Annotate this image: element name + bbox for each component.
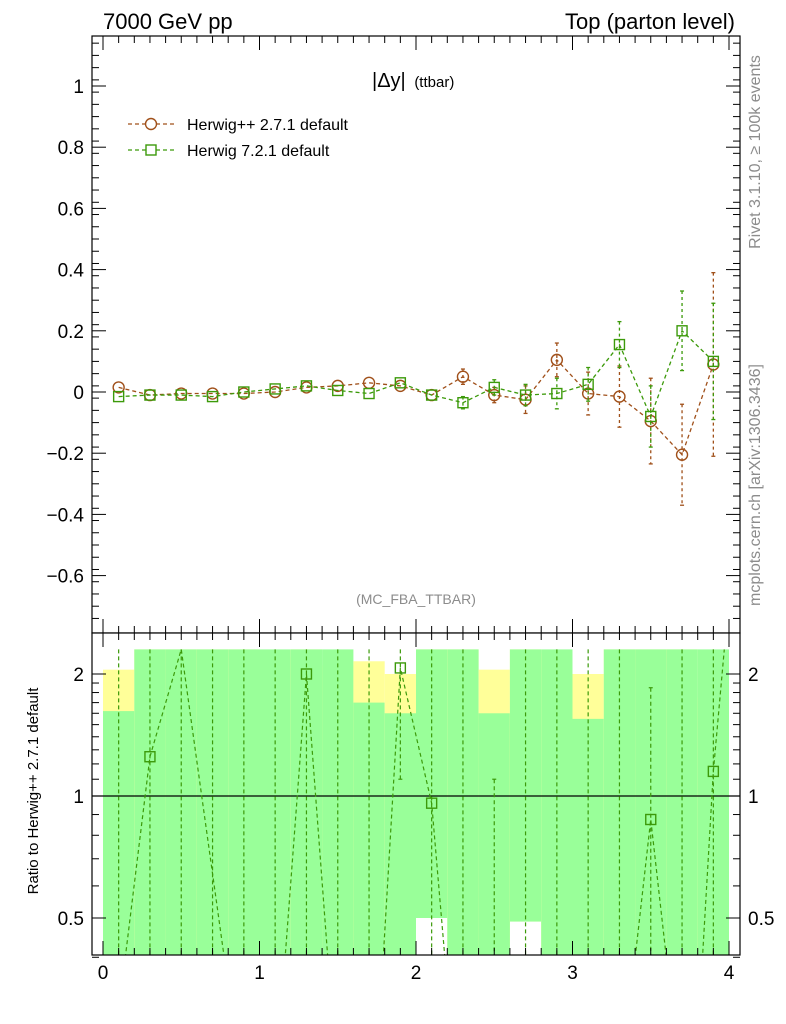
data-point-square — [707, 355, 720, 368]
data-point-square — [551, 387, 563, 400]
data-point-square — [582, 378, 594, 391]
data-point-square — [300, 380, 313, 392]
x-tick-label: 4 — [724, 963, 735, 984]
legend-label-herwigpp: Herwig++ 2.7.1 default — [187, 117, 349, 134]
y-tick-label: 0.6 — [58, 199, 84, 220]
legend-entry-herwigpp: Herwig++ 2.7.1 default — [128, 117, 349, 134]
data-point-square — [394, 377, 407, 389]
y-tick-label: 1 — [73, 77, 84, 98]
band-green — [353, 702, 385, 955]
ratio-ylabel: Ratio to Herwig++ 2.7.1 default — [25, 687, 42, 895]
ratio-uncertainty-bands — [92, 633, 740, 955]
data-point-circle — [613, 390, 626, 403]
data-point-circle — [112, 381, 125, 394]
y-tick-label: 0 — [73, 383, 84, 404]
ratio-y-tick-label-right: 1 — [748, 787, 759, 808]
ratio-y-tick-label-right: 0.5 — [748, 909, 774, 930]
data-point-square — [676, 325, 688, 337]
legend-entry-herwig7: Herwig 7.2.1 default — [128, 143, 330, 160]
y-tick-label: −0.4 — [46, 505, 84, 526]
rivet-label: Rivet 3.1.10, ≥ 100k events — [747, 55, 764, 249]
data-point-circle — [456, 370, 470, 383]
data-point-square — [238, 386, 250, 398]
ratio-panel: 0.5 0.5 1 1 2 2 0 1 2 3 4 Ratio to Herwig++ 2.7.1 … — [25, 632, 774, 984]
band-green — [384, 713, 416, 955]
mcplots-label: mcplots.cern.ch [arXiv:1306.3436] — [747, 364, 764, 606]
data-point-circle — [488, 388, 501, 402]
main-panel-ticks: −0.6 −0.4 −0.2 0 0.2 0.4 0.6 0.8 1 — [46, 36, 740, 633]
ratio-point-square — [707, 765, 720, 778]
data-point-circle — [675, 448, 689, 461]
plot-title: |Δy| (ttbar) — [372, 70, 454, 92]
ratio-point-square — [425, 797, 438, 809]
data-point-square — [519, 389, 532, 401]
x-tick-label: 3 — [567, 963, 578, 984]
main-panel-series — [112, 272, 720, 506]
main-panel-background — [92, 36, 740, 633]
data-point-square — [363, 387, 375, 400]
ratio-ticks: 0.5 0.5 1 1 2 2 0 1 2 3 4 — [58, 633, 774, 984]
analysis-label: (MC_FBA_TTBAR) — [356, 591, 476, 607]
y-tick-label: −0.6 — [46, 567, 84, 588]
data-point-square — [175, 389, 187, 401]
legend-label-herwig7: Herwig 7.2.1 default — [187, 143, 330, 160]
data-point-square — [425, 389, 438, 401]
x-tick-label: 2 — [411, 963, 422, 984]
data-point-square — [144, 389, 156, 401]
legend-marker-circle — [144, 117, 158, 131]
ratio-point-square — [144, 751, 156, 763]
y-tick-label: 0.4 — [58, 261, 85, 282]
y-tick-label: 0.2 — [58, 322, 84, 343]
process-label: Top (parton level) — [565, 9, 735, 34]
legend: Herwig++ 2.7.1 default Herwig 7.2.1 defa… — [128, 117, 349, 160]
ratio-y-tick-label: 2 — [73, 665, 84, 686]
series-herwig7 — [112, 290, 720, 448]
ratio-y-tick-label: 0.5 — [58, 909, 84, 930]
x-tick-label: 1 — [254, 963, 265, 984]
ratio-series — [118, 649, 725, 955]
data-point-square — [112, 390, 125, 403]
x-tick-label: 0 — [98, 963, 109, 984]
legend-marker-square — [145, 144, 157, 156]
y-tick-label: −0.2 — [46, 444, 84, 465]
data-point-square — [457, 397, 469, 409]
ratio-point-square — [300, 668, 313, 680]
data-point-square — [613, 338, 626, 351]
y-tick-label: 0.8 — [58, 138, 84, 159]
data-point-square — [488, 381, 500, 394]
data-point-square — [206, 390, 219, 403]
plot-title-sub: (ttbar) — [414, 74, 454, 91]
ratio-y-tick-label: 1 — [73, 787, 84, 808]
data-point-square — [332, 384, 344, 397]
data-point-circle — [550, 353, 564, 367]
data-point-square — [269, 383, 281, 395]
ratio-point-square — [394, 662, 407, 674]
data-point-square — [645, 410, 657, 423]
main-panel: −0.6−0.4−0.200.20.40.60.81 |Δy| (ttbar) … — [46, 35, 741, 634]
plot-title-main: |Δy| — [372, 70, 406, 92]
energy-label: 7000 GeV pp — [103, 9, 233, 34]
ratio-panel-frame — [91, 632, 741, 956]
ratio-point-square — [645, 813, 657, 826]
ratio-y-tick-label-right: 2 — [748, 665, 759, 686]
